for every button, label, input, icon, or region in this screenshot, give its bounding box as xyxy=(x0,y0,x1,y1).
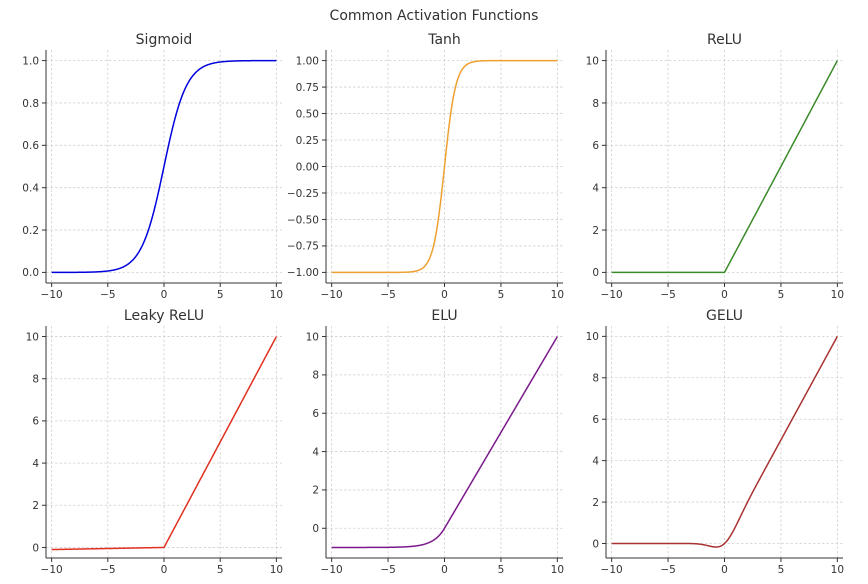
y-tick-label: 10 xyxy=(586,55,599,67)
x-tick-label: 5 xyxy=(217,564,224,576)
y-tick-label: −0.50 xyxy=(287,214,319,226)
y-tick-label: 1.00 xyxy=(296,55,319,67)
x-tick-label: −10 xyxy=(41,289,63,301)
y-tick-label: 0.0 xyxy=(22,267,39,279)
y-tick-label: 2 xyxy=(32,500,39,512)
x-tick-label: 10 xyxy=(270,289,283,301)
x-tick-label: 0 xyxy=(441,289,448,301)
y-tick-label: 6 xyxy=(592,140,599,152)
x-tick-label: 10 xyxy=(270,564,283,576)
y-tick-label: 6 xyxy=(592,414,599,426)
y-tick-label: 4 xyxy=(32,458,39,470)
subplot-title: GELU xyxy=(706,308,743,324)
y-tick-label: 6 xyxy=(312,408,319,420)
y-tick-label: 10 xyxy=(26,331,39,343)
y-tick-label: 0.00 xyxy=(296,161,319,173)
y-tick-label: 0 xyxy=(592,267,599,279)
y-tick-label: −0.75 xyxy=(287,241,319,253)
x-tick-label: −5 xyxy=(660,564,675,576)
subplot-title: Leaky ReLU xyxy=(124,308,204,324)
x-tick-label: −10 xyxy=(601,564,623,576)
x-tick-label: 0 xyxy=(721,564,728,576)
y-tick-label: 4 xyxy=(312,446,319,458)
x-tick-label: 5 xyxy=(778,289,785,301)
y-tick-label: 4 xyxy=(592,182,599,194)
y-tick-label: 0 xyxy=(312,523,319,535)
y-tick-label: 2 xyxy=(592,225,599,237)
y-tick-label: 4 xyxy=(592,455,599,467)
x-tick-label: −10 xyxy=(321,289,343,301)
y-tick-label: 0.6 xyxy=(22,140,39,152)
subplot-title: Tanh xyxy=(427,32,461,48)
figure-title: Common Activation Functions xyxy=(329,8,539,24)
x-tick-label: 5 xyxy=(217,289,224,301)
subplot-gelu: −10 −5 0 5 10 0 2 4 6 8 10 GELU xyxy=(586,308,844,576)
y-tick-label: 0.75 xyxy=(296,82,319,94)
y-tick-label: 0.8 xyxy=(22,98,39,110)
subplot-title: ReLU xyxy=(707,32,742,48)
x-tick-label: −5 xyxy=(660,289,675,301)
y-tick-label: 0.25 xyxy=(296,135,319,147)
subplot-title: Sigmoid xyxy=(136,32,193,48)
x-tick-label: −5 xyxy=(100,564,115,576)
series-line xyxy=(51,59,277,274)
y-tick-label: 8 xyxy=(312,370,319,382)
x-tick-label: 10 xyxy=(551,289,564,301)
subplot-leaky-relu: −10 −5 0 5 10 0 2 4 6 8 10 Leaky ReLU xyxy=(26,308,283,576)
x-tick-label: 10 xyxy=(831,564,844,576)
y-tick-label: 8 xyxy=(592,98,599,110)
y-tick-label: 2 xyxy=(312,485,319,497)
y-tick-label: −1.00 xyxy=(287,267,319,279)
x-tick-label: 5 xyxy=(498,564,505,576)
x-tick-label: 10 xyxy=(551,564,564,576)
subplot-sigmoid: −10 −5 0 5 10 0.0 0.2 0.4 0.6 0.8 1.0 Sigmoid xyxy=(22,32,283,301)
x-tick-label: 0 xyxy=(441,564,448,576)
y-tick-label: 8 xyxy=(32,374,39,386)
subplot-title: ELU xyxy=(431,308,457,324)
x-tick-label: 0 xyxy=(721,289,728,301)
subplot-relu: −10 −5 0 5 10 0 2 4 6 8 10 ReLU xyxy=(586,32,844,301)
y-tick-label: 0.50 xyxy=(296,108,319,120)
y-tick-label: 8 xyxy=(592,373,599,385)
subplot-tanh: −10 −5 0 5 10 −1.00 −0.75 −0.50 −0.25 0.00 0.25 0.5… xyxy=(287,32,564,301)
y-tick-label: 10 xyxy=(586,331,599,343)
y-tick-label: 0 xyxy=(32,542,39,554)
x-tick-label: 0 xyxy=(161,564,168,576)
x-tick-label: −10 xyxy=(601,289,623,301)
series-line xyxy=(611,60,839,274)
y-tick-label: 0.4 xyxy=(22,182,39,194)
y-tick-label: −0.25 xyxy=(287,188,319,200)
y-tick-label: 2 xyxy=(592,497,599,509)
x-tick-label: −10 xyxy=(41,564,63,576)
y-tick-label: 10 xyxy=(306,331,319,343)
series-line xyxy=(331,59,558,274)
x-tick-label: 5 xyxy=(498,289,505,301)
y-tick-label: 0.2 xyxy=(22,225,39,237)
x-tick-label: 10 xyxy=(831,289,844,301)
series-line xyxy=(331,336,559,549)
x-tick-label: −5 xyxy=(100,289,115,301)
subplot-elu: −10 −5 0 5 10 0 2 4 6 8 10 ELU xyxy=(306,308,564,576)
x-tick-label: −5 xyxy=(380,289,395,301)
y-tick-label: 0 xyxy=(592,538,599,550)
x-tick-label: −5 xyxy=(380,564,395,576)
y-tick-label: 1.0 xyxy=(22,55,39,67)
y-tick-label: 6 xyxy=(32,416,39,428)
series-line xyxy=(611,335,839,548)
series-line xyxy=(51,336,278,551)
x-tick-label: 5 xyxy=(778,564,785,576)
x-tick-label: 0 xyxy=(161,289,168,301)
x-tick-label: −10 xyxy=(321,564,343,576)
